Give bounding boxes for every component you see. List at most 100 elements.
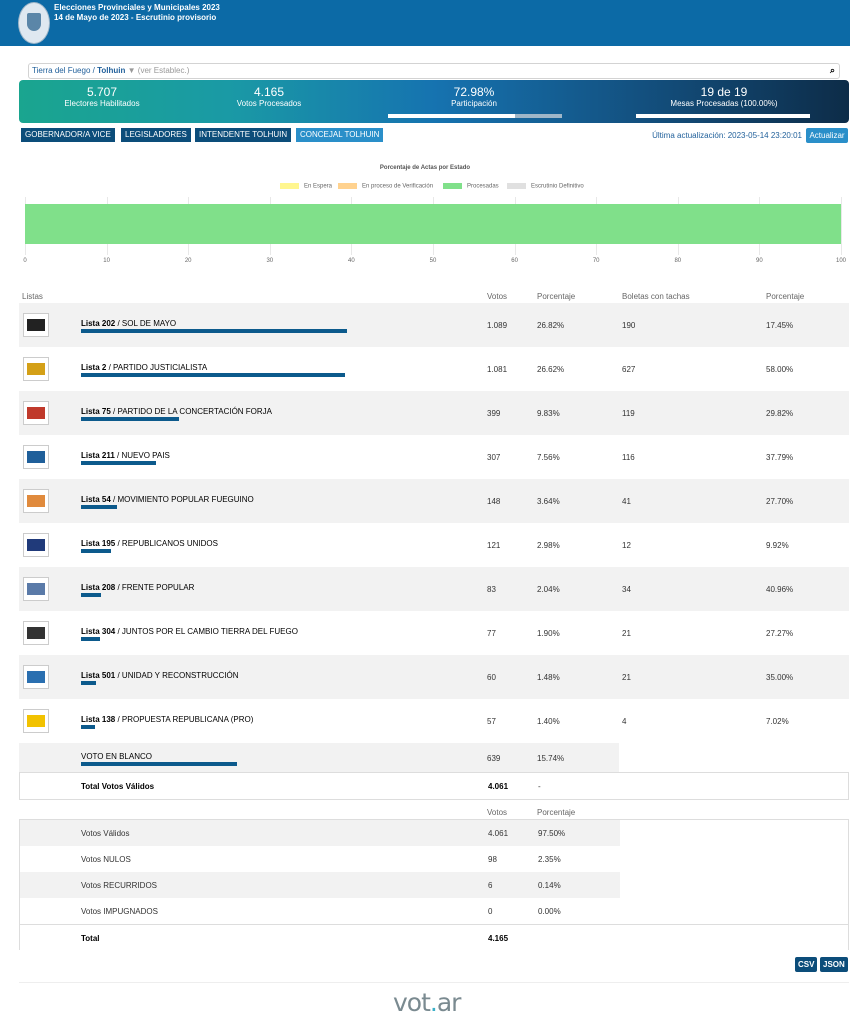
legend-procesadas: Procesadas <box>443 183 499 190</box>
list-name[interactable]: Lista 202 / SOL DE MAYO <box>81 319 177 328</box>
breadcrumb-city-link[interactable]: Tolhuin <box>97 66 126 75</box>
list-name[interactable]: Lista 2 / PARTIDO JUSTICIALISTA <box>81 363 208 372</box>
summary-row: Votos NULOS 98 2.35% <box>20 846 620 872</box>
header-bar: Elecciones Provinciales y Municipales 20… <box>0 0 850 46</box>
mesas-progress-fill <box>636 114 810 118</box>
mesas-value: 19 de 19 <box>700 85 748 99</box>
party-name: NUEVO PAIS <box>121 451 170 460</box>
table-row[interactable]: Lista 138 / PROPUESTA REPUBLICANA (PRO) 5… <box>19 699 849 743</box>
download-csv-button[interactable]: CSV <box>795 957 818 972</box>
vote-share-bar <box>81 329 348 333</box>
list-name[interactable]: Lista 195 / REPUBLICANOS UNIDOS <box>81 539 218 548</box>
chart-tick-label: 40 <box>348 258 355 264</box>
pro-logo <box>23 709 49 733</box>
table-row[interactable]: Lista 2 / PARTIDO JUSTICIALISTA 1.081 26.6… <box>19 347 849 391</box>
summary-total-label: Total <box>81 934 100 943</box>
mesas-label: Mesas Procesadas (100.00%) <box>670 99 778 108</box>
chart-tick-label: 50 <box>429 258 437 264</box>
frente-popular-logo <box>23 577 49 601</box>
cell-boletas: 21 <box>622 629 631 638</box>
cell-pct: 7.56% <box>537 453 560 462</box>
table-row-blanco[interactable]: VOTO EN BLANCO 639 15.74% <box>19 743 619 773</box>
list-name[interactable]: Lista 208 / FRENTE POPULAR <box>81 583 195 592</box>
summary-cell-label: Votos IMPUGNADOS <box>81 907 158 916</box>
cell-boletas: 116 <box>622 453 635 462</box>
cell-pct: 1.40% <box>537 717 560 726</box>
tab-legisladores[interactable]: LEGISLADORES <box>121 128 191 142</box>
summary-cell-pct: 2.35% <box>538 855 561 864</box>
chevron-down-icon[interactable]: ▼ <box>127 66 136 75</box>
cell-votos: 1.081 <box>487 365 508 374</box>
party-name: PARTIDO DE LA CONCERTACIÓN FORJA <box>117 407 273 416</box>
cell-votos: 60 <box>487 673 496 682</box>
cell-boletas: 12 <box>622 541 631 550</box>
vote-share-bar <box>81 417 179 421</box>
cell-pct2: 7.02% <box>766 717 789 726</box>
list-number: Lista 304 <box>81 627 116 636</box>
legend-escrutinio-definitivo: Escrutinio Definitivo <box>507 183 584 190</box>
list-number: Lista 501 <box>81 671 116 680</box>
table-row[interactable]: Lista 75 / PARTIDO DE LA CONCERTACIÓN FO… <box>19 391 849 435</box>
vote-share-bar <box>81 762 238 766</box>
view-establishments-link[interactable]: (ver Establec.) <box>137 66 190 75</box>
election-title: Elecciones Provinciales y Municipales 20… <box>54 3 220 12</box>
list-name[interactable]: Lista 75 / PARTIDO DE LA CONCERTACIÓN FO… <box>81 407 273 416</box>
electores-label: Electores Habilitados <box>64 99 140 108</box>
vote-share-bar <box>81 505 118 509</box>
breadcrumb-province-link[interactable]: Tierra del Fuego <box>32 66 91 75</box>
table-row[interactable]: Lista 195 / REPUBLICANOS UNIDOS 121 2.98% 1… <box>19 523 849 567</box>
cell-pct: 15.74% <box>537 754 565 763</box>
cell-boletas: 21 <box>622 673 631 682</box>
list-name[interactable]: Lista 138 / PROPUESTA REPUBLICANA (PRO) <box>81 715 254 724</box>
chart-bar-procesadas <box>25 204 841 244</box>
participacion-value: 72.98% <box>453 85 495 99</box>
summary-total-votos: 4.165 <box>488 934 509 943</box>
cell-boletas: 41 <box>622 497 631 506</box>
list-name[interactable]: Lista 501 / UNIDAD Y RECONSTRUCCIÓN <box>81 671 239 680</box>
tab-concejal[interactable]: CONCEJAL TOLHUIN <box>296 128 384 142</box>
search-icon[interactable]: ⌕ <box>829 65 835 75</box>
list-number: Lista 138 <box>81 715 116 724</box>
nuevo-pais-logo <box>23 445 49 469</box>
cell-pct2: 37.79% <box>766 453 794 462</box>
sol-de-mayo-logo <box>23 313 49 337</box>
table-row[interactable]: Lista 208 / FRENTE POPULAR 83 2.04% 34 40.96… <box>19 567 849 611</box>
party-name: MOVIMIENTO POPULAR FUEGUINO <box>117 495 254 504</box>
list-name[interactable]: Lista 304 / JUNTOS POR EL CAMBIO TIERRA … <box>81 627 298 636</box>
table-row[interactable]: Lista 202 / SOL DE MAYO 1.089 26.82% 190 17.… <box>19 303 849 347</box>
table-row[interactable]: Lista 54 / MOVIMIENTO POPULAR FUEGUINO 14… <box>19 479 849 523</box>
cell-votos: 1.089 <box>487 321 508 330</box>
cell-boletas: 34 <box>622 585 631 594</box>
table-row[interactable]: Lista 501 / UNIDAD Y RECONSTRUCCIÓN 60 1.4… <box>19 655 849 699</box>
chart-tick-label: 20 <box>184 258 192 264</box>
summary-row: Votos Válidos 4.061 97.50% <box>20 820 620 846</box>
location-search-bar[interactable]: Tierra del Fuego / Tolhuin ▼ (ver Establ… <box>28 63 840 79</box>
chart-tick-label: 80 <box>674 258 682 264</box>
cell-pct: 2.04% <box>537 585 560 594</box>
download-json-button[interactable]: JSON <box>820 957 848 972</box>
chart-tick-label: 10 <box>103 258 110 264</box>
cell-votos: 148 <box>487 497 501 506</box>
list-name[interactable]: Lista 54 / MOVIMIENTO POPULAR FUEGUINO <box>81 495 254 504</box>
refresh-button[interactable]: Actualizar <box>806 128 848 143</box>
summary-cell-votos: 4.061 <box>488 829 509 838</box>
stat-mesas: 19 de 19 Mesas Procesadas (100.00%) <box>639 86 809 109</box>
legend-en-espera: En Espera <box>280 183 332 190</box>
total-validos-label: Total Votos Válidos <box>81 782 155 791</box>
tab-gobernador[interactable]: GOBERNADOR/A VICE <box>21 128 115 142</box>
tab-intendente[interactable]: INTENDENTE TOLHUIN <box>195 128 292 142</box>
vote-share-bar <box>81 593 102 597</box>
cell-votos: 57 <box>487 717 496 726</box>
summary-table: Votos IMPUGNADOS 0 0.00% Votos RECURRIDOS 6 0… <box>19 819 849 951</box>
electores-value: 5.707 <box>86 85 118 99</box>
list-name[interactable]: Lista 211 / NUEVO PAIS <box>81 451 170 460</box>
col-header-votos: Votos <box>487 292 508 301</box>
list-number: Lista 195 <box>81 539 116 548</box>
breadcrumb-separator: / <box>92 66 95 75</box>
partido-justicialista-logo <box>23 357 49 381</box>
cell-votos: 83 <box>487 585 496 594</box>
forja-logo <box>23 401 49 425</box>
table-row[interactable]: Lista 211 / NUEVO PAIS 307 7.56% 116 37.79% <box>19 435 849 479</box>
table-row[interactable]: Lista 304 / JUNTOS POR EL CAMBIO TIERRA … <box>19 611 849 655</box>
summary-cell-pct: 97.50% <box>538 829 566 838</box>
